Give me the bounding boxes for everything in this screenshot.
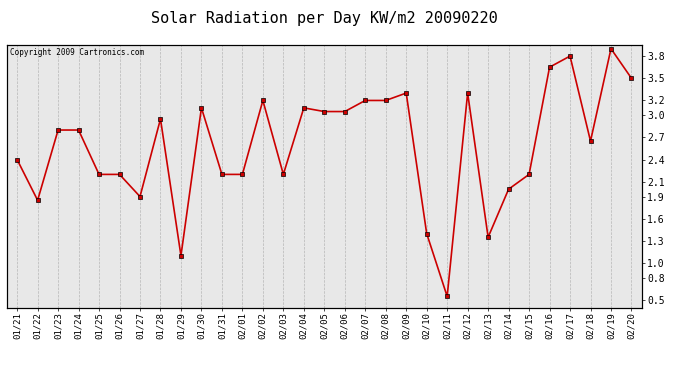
- Text: Solar Radiation per Day KW/m2 20090220: Solar Radiation per Day KW/m2 20090220: [151, 11, 497, 26]
- Text: Copyright 2009 Cartronics.com: Copyright 2009 Cartronics.com: [10, 48, 144, 57]
